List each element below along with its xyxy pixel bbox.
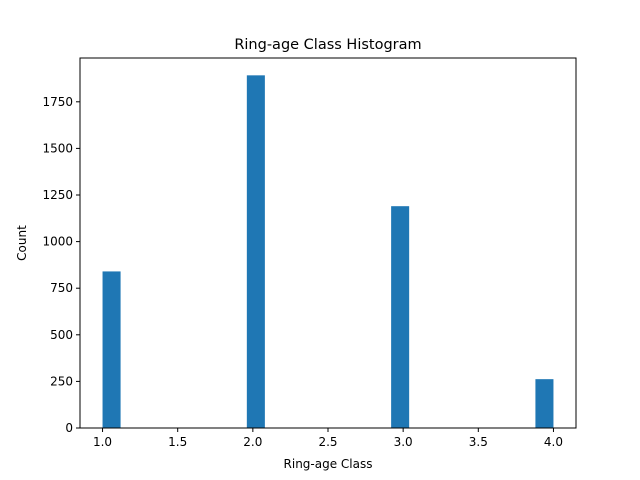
y-tick-label: 250 (50, 374, 73, 388)
x-tick-label: 2.5 (318, 435, 337, 449)
chart-title: Ring-age Class Histogram (234, 37, 421, 53)
bars-group (102, 75, 554, 428)
x-tick-label: 4.0 (544, 435, 563, 449)
y-tick-label: 1500 (42, 141, 73, 155)
x-tick-label: 3.5 (469, 435, 488, 449)
x-tick-label: 1.0 (93, 435, 112, 449)
y-tick-label: 500 (50, 328, 73, 342)
x-axis-label: Ring-age Class (284, 457, 373, 471)
x-ticks-group: 1.0 1.5 2.0 2.5 3.0 3.5 4.0 (93, 428, 563, 449)
histogram-bar (102, 271, 121, 428)
y-tick-label: 1750 (42, 95, 73, 109)
histogram-bar (246, 75, 265, 428)
y-tick-label: 1000 (42, 235, 73, 249)
x-tick-label: 1.5 (168, 435, 187, 449)
x-tick-label: 2.0 (243, 435, 262, 449)
y-axis-label: Count (15, 225, 29, 261)
x-tick-label: 3.0 (394, 435, 413, 449)
plot-frame (79, 57, 577, 429)
histogram-bar (391, 206, 410, 428)
y-tick-label: 750 (50, 281, 73, 295)
y-ticks-group: 0 250 500 750 1000 1250 1500 1750 (42, 95, 80, 435)
y-tick-label: 1250 (42, 188, 73, 202)
y-tick-label: 0 (65, 421, 73, 435)
histogram-bar (535, 379, 554, 428)
